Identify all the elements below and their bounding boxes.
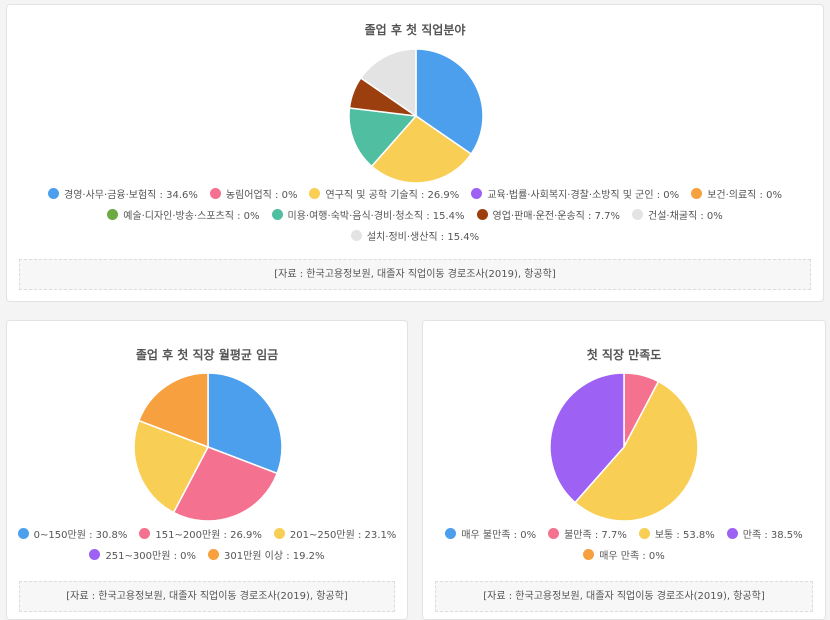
satisfaction-card: 첫 직장 만족도 매우 불만족 : 0% 불만족 : 7.7% 보통 : 53.8%…	[422, 320, 826, 620]
legend-marker-icon	[89, 549, 101, 560]
legend-marker-icon	[638, 528, 650, 539]
legend-marker-icon	[445, 528, 457, 539]
legend-label: 만족 : 38.5%	[742, 530, 803, 541]
wage-card: 졸업 후 첫 직장 월평균 임금 0~150만원 : 30.8% 151~200만…	[6, 320, 408, 620]
pie-slice-0[interactable]	[207, 372, 283, 475]
legend-item[interactable]: 설치·정비·생산직 : 15.4%	[350, 227, 480, 248]
legend-marker-icon	[548, 528, 560, 539]
legend-label: 건설·채굴직 : 0%	[648, 211, 723, 222]
wage-pie-chart	[133, 372, 283, 522]
legend-label: 251~300만원 : 0%	[105, 551, 196, 562]
source-note: [자료 : 한국고용정보원, 대졸자 직업이동 경로조사(2019), 항공학]	[435, 581, 813, 612]
legend-item[interactable]: 201~250만원 : 23.1%	[273, 525, 397, 546]
job-field-legend: 경영·사무·금융·보험직 : 34.6% 농림어업직 : 0% 연구직 및 공학 기…	[7, 185, 823, 248]
legend-label: 보통 : 53.8%	[654, 530, 715, 541]
legend-row: 매우 만족 : 0%	[423, 546, 825, 567]
legend-marker-icon	[271, 209, 283, 220]
legend-label: 불만족 : 7.7%	[564, 530, 627, 541]
legend-item[interactable]: 251~300만원 : 0%	[89, 546, 196, 567]
satisfaction-pie-chart	[549, 372, 699, 522]
legend-label: 매우 불만족 : 0%	[461, 530, 537, 541]
pie-slice-9[interactable]	[359, 48, 417, 118]
pie-slice-0[interactable]	[415, 48, 484, 156]
legend-label: 영업·판매·운전·운송직 : 7.7%	[492, 211, 620, 222]
legend-marker-icon	[471, 188, 483, 199]
legend-label: 보건·의료직 : 0%	[707, 190, 782, 201]
legend-item[interactable]: 매우 만족 : 0%	[583, 546, 665, 567]
legend-label: 301만원 이상 : 19.2%	[223, 551, 325, 562]
legend-marker-icon	[726, 528, 738, 539]
legend-item[interactable]: 매우 불만족 : 0%	[445, 525, 536, 546]
legend-marker-icon	[17, 528, 29, 539]
job-field-pie-chart	[348, 48, 484, 184]
pie-slice-1[interactable]	[172, 446, 279, 522]
legend-label: 0~150만원 : 30.8%	[33, 530, 128, 541]
legend-marker-icon	[476, 209, 488, 220]
pie-slice-6[interactable]	[348, 107, 418, 168]
legend-marker-icon	[139, 528, 151, 539]
legend-item[interactable]: 교육·법률·사회복지·경찰·소방직 및 군인 : 0%	[471, 185, 679, 206]
legend-label: 연구직 및 공학 기술직 : 26.9%	[325, 190, 460, 201]
legend-marker-icon	[691, 188, 703, 199]
pie-slice-2[interactable]	[133, 419, 210, 514]
legend-item[interactable]: 0~150만원 : 30.8%	[17, 525, 128, 546]
pie-slice-2[interactable]	[574, 380, 699, 522]
chart-title: 졸업 후 첫 직장 월평균 임금	[135, 348, 279, 362]
legend-label: 설치·정비·생산직 : 15.4%	[366, 232, 480, 243]
wage-legend: 0~150만원 : 30.8% 151~200만원 : 26.9% 201~250만…	[7, 525, 407, 567]
legend-item[interactable]: 예술·디자인·방송·스포츠직 : 0%	[107, 206, 260, 227]
chart-title: 첫 직장 만족도	[586, 348, 662, 362]
legend-row: 설치·정비·생산직 : 15.4%	[7, 227, 823, 248]
job-field-card: 졸업 후 첫 직업분야 경영·사무·금융·보험직 : 34.6% 농림어업직 : …	[6, 4, 824, 302]
source-note: [자료 : 한국고용정보원, 대졸자 직업이동 경로조사(2019), 항공학]	[19, 581, 395, 612]
legend-label: 201~250만원 : 23.1%	[289, 530, 397, 541]
legend-row: 0~150만원 : 30.8% 151~200만원 : 26.9% 201~250만…	[7, 525, 407, 546]
legend-label: 교육·법률·사회복지·경찰·소방직 및 군인 : 0%	[487, 190, 680, 201]
legend-label: 미용·여행·숙박·음식·경비·청소직 : 15.4%	[287, 211, 465, 222]
legend-row: 경영·사무·금융·보험직 : 34.6% 농림어업직 : 0% 연구직 및 공학 기…	[7, 185, 823, 206]
legend-marker-icon	[632, 209, 643, 220]
legend-marker-icon	[273, 528, 285, 539]
legend-item[interactable]: 미용·여행·숙박·음식·경비·청소직 : 15.4%	[271, 206, 465, 227]
legend-item[interactable]: 농림어업직 : 0%	[209, 185, 298, 206]
legend-item[interactable]: 불만족 : 7.7%	[548, 525, 627, 546]
satisfaction-legend: 매우 불만족 : 0% 불만족 : 7.7% 보통 : 53.8% 만족 : 38.5…	[423, 525, 825, 567]
legend-marker-icon	[207, 549, 219, 560]
chart-title: 졸업 후 첫 직업분야	[364, 23, 466, 37]
legend-label: 경영·사무·금융·보험직 : 34.6%	[64, 190, 198, 201]
pie-slice-2[interactable]	[370, 115, 473, 184]
legend-row: 매우 불만족 : 0% 불만족 : 7.7% 보통 : 53.8% 만족 : 38.5…	[423, 525, 825, 546]
legend-row: 예술·디자인·방송·스포츠직 : 0% 미용·여행·숙박·음식·경비·청소직 : …	[7, 206, 823, 227]
legend-item[interactable]: 301만원 이상 : 19.2%	[207, 546, 325, 567]
legend-label: 151~200만원 : 26.9%	[155, 530, 262, 541]
legend-marker-icon	[48, 188, 60, 199]
legend-item[interactable]: 만족 : 38.5%	[726, 525, 803, 546]
source-note: [자료 : 한국고용정보원, 대졸자 직업이동 경로조사(2019), 항공학]	[19, 259, 811, 290]
legend-row: 251~300만원 : 0% 301만원 이상 : 19.2%	[7, 546, 407, 567]
legend-marker-icon	[350, 230, 362, 241]
legend-label: 예술·디자인·방송·스포츠직 : 0%	[123, 211, 260, 222]
legend-item[interactable]: 연구직 및 공학 기술직 : 26.9%	[309, 185, 459, 206]
legend-item[interactable]: 151~200만원 : 26.9%	[139, 525, 262, 546]
legend-item[interactable]: 영업·판매·운전·운송직 : 7.7%	[476, 206, 620, 227]
legend-marker-icon	[209, 188, 221, 199]
legend-item[interactable]: 경영·사무·금융·보험직 : 34.6%	[48, 185, 198, 206]
legend-marker-icon	[107, 209, 119, 220]
legend-item[interactable]: 보통 : 53.8%	[638, 525, 715, 546]
legend-label: 매우 만족 : 0%	[599, 551, 665, 562]
legend-item[interactable]: 건설·채굴직 : 0%	[632, 206, 723, 227]
pie-slice-3[interactable]	[549, 372, 625, 504]
legend-label: 농림어업직 : 0%	[225, 190, 298, 201]
legend-item[interactable]: 보건·의료직 : 0%	[691, 185, 782, 206]
legend-marker-icon	[309, 188, 321, 199]
legend-marker-icon	[583, 549, 595, 560]
pie-slice-4[interactable]	[137, 372, 209, 449]
